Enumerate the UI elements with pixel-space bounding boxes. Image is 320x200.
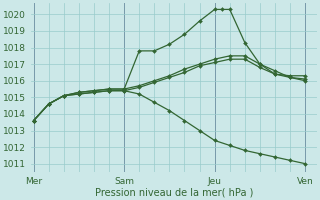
X-axis label: Pression niveau de la mer( hPa ): Pression niveau de la mer( hPa ) [95,187,253,197]
